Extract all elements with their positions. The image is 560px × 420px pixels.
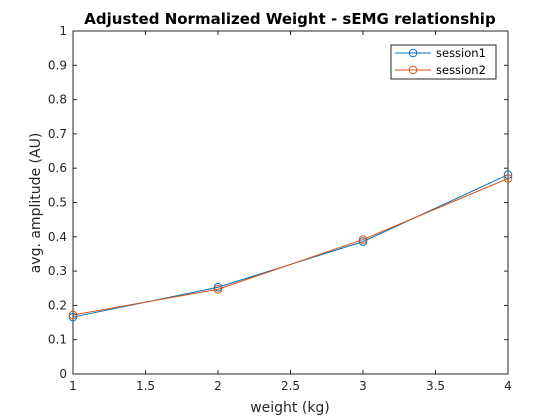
x-tick-label: 2 xyxy=(214,379,222,393)
series-layer xyxy=(68,170,513,322)
data-point-session1 xyxy=(68,312,78,322)
legend-box xyxy=(390,44,497,80)
legend-label-session1: session1 xyxy=(436,46,486,60)
x-tick-label: 4 xyxy=(504,379,512,393)
series-line-session2 xyxy=(72,178,509,316)
y-tick-label: 0.8 xyxy=(48,93,67,107)
y-tick-label: 1 xyxy=(59,24,67,38)
plot-area xyxy=(72,30,509,375)
data-point-session1 xyxy=(213,282,223,292)
legend: session1 session2 xyxy=(390,44,497,80)
y-tick-label: 0.1 xyxy=(48,333,67,347)
data-point-session2 xyxy=(68,310,78,320)
x-axis-label: weight (kg) xyxy=(250,400,330,416)
x-tick-label: 2.5 xyxy=(281,379,300,393)
y-tick-label: 0.7 xyxy=(48,127,67,141)
legend-marker-session2 xyxy=(408,65,418,75)
data-point-session2 xyxy=(358,235,368,244)
data-point-session1 xyxy=(358,237,368,246)
legend-marker-session1 xyxy=(408,48,418,58)
chart-title: Adjusted Normalized Weight - sEMG relati… xyxy=(84,10,496,28)
x-tick-label: 3.5 xyxy=(426,379,445,393)
y-tick-label: 0.2 xyxy=(48,298,67,312)
y-axis-label: avg. amplitude (AU) xyxy=(28,133,44,274)
y-tick-label: 0.5 xyxy=(48,196,67,210)
y-tick-label: 0.3 xyxy=(48,264,67,278)
y-tick-label: 0.9 xyxy=(48,58,67,72)
data-point-session2 xyxy=(213,284,223,294)
x-tick-label: 1 xyxy=(69,379,77,393)
axis-tick-labels: 1 1.5 2 2.5 3 3.5 4 0 0.1 0.2 0.3 0.4 0.5 0.6 0.7 0.8 0.… xyxy=(48,24,512,393)
data-point-session2 xyxy=(503,174,513,183)
y-tick-label: 0.6 xyxy=(48,161,67,175)
y-tick-label: 0.4 xyxy=(48,230,67,244)
x-tick-label: 3 xyxy=(359,379,367,393)
y-tick-label: 0 xyxy=(59,367,67,381)
x-tick-label: 1.5 xyxy=(136,379,155,393)
legend-label-session2: session2 xyxy=(436,63,486,77)
axis-ticks xyxy=(72,30,509,375)
